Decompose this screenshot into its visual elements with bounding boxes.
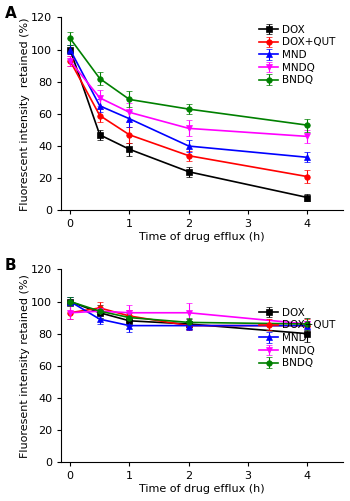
Text: A: A	[5, 6, 16, 21]
X-axis label: Time of drug efflux (h): Time of drug efflux (h)	[139, 484, 265, 494]
Y-axis label: Fluorescent intensity  retained (%): Fluorescent intensity retained (%)	[20, 17, 30, 210]
Legend: DOX, DOX+QUT, MND, MNDQ, BNDQ: DOX, DOX+QUT, MND, MNDQ, BNDQ	[257, 306, 338, 370]
Y-axis label: Fluoresent intensity retained (%): Fluoresent intensity retained (%)	[20, 274, 30, 458]
X-axis label: Time of drug efflux (h): Time of drug efflux (h)	[139, 232, 265, 242]
Text: B: B	[5, 258, 16, 273]
Legend: DOX, DOX+QUT, MND, MNDQ, BNDQ: DOX, DOX+QUT, MND, MNDQ, BNDQ	[257, 23, 338, 87]
